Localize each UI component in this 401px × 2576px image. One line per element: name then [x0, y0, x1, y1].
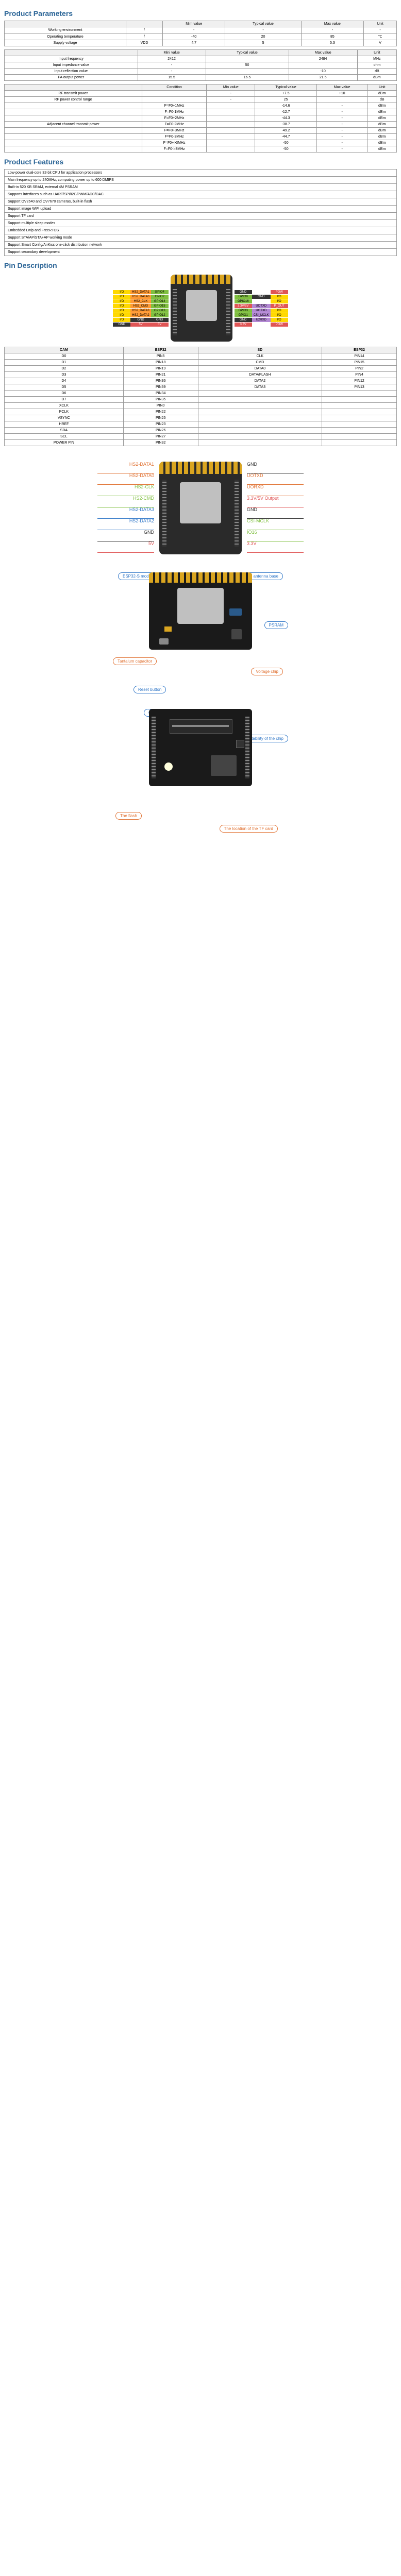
wire-pinout-diagram: HS2-DATA1HS2-DATA0HS2-CLKHS2-CMDHS2-DATA… — [97, 451, 304, 560]
param-table-3: ConditionMin valueTypical valueMax value… — [4, 84, 397, 152]
callout-tantalum: Tantalum capacitor — [113, 657, 157, 665]
annotated-board-back: Camera FPC socket Stability of the chip … — [113, 709, 288, 833]
callout-psram: PSRAM — [264, 621, 288, 629]
pin-table: CAMESP32SDESP32 D0PIN5CLKPIN14D1PIN18CMD… — [4, 347, 397, 446]
param-table-1: Mim valueTypical valueMax valueUnit Work… — [4, 21, 397, 46]
section-features: Product Features — [4, 158, 397, 166]
param-table-2: Mini valueTypical valueMax valueUnit Inp… — [4, 49, 397, 81]
features-table: Low-power dual-core 32-bit CPU for appli… — [4, 169, 397, 256]
callout-reset: Reset button — [133, 686, 166, 693]
callout-flash: The flash — [115, 812, 142, 820]
small-pinout-diagram: I/OI/OI/OI/OI/OI/OI/OGND HS2_DATA1HS2_DA… — [4, 275, 397, 342]
section-params: Product Parameters — [4, 9, 397, 18]
annotated-board-front: ESP32-S module IPEX antenna base PSRAM V… — [113, 572, 288, 696]
section-pins: Pin Description — [4, 261, 397, 269]
callout-tfcard: The location of the TF card — [220, 825, 278, 833]
callout-voltage: Voltage chip — [251, 668, 283, 675]
